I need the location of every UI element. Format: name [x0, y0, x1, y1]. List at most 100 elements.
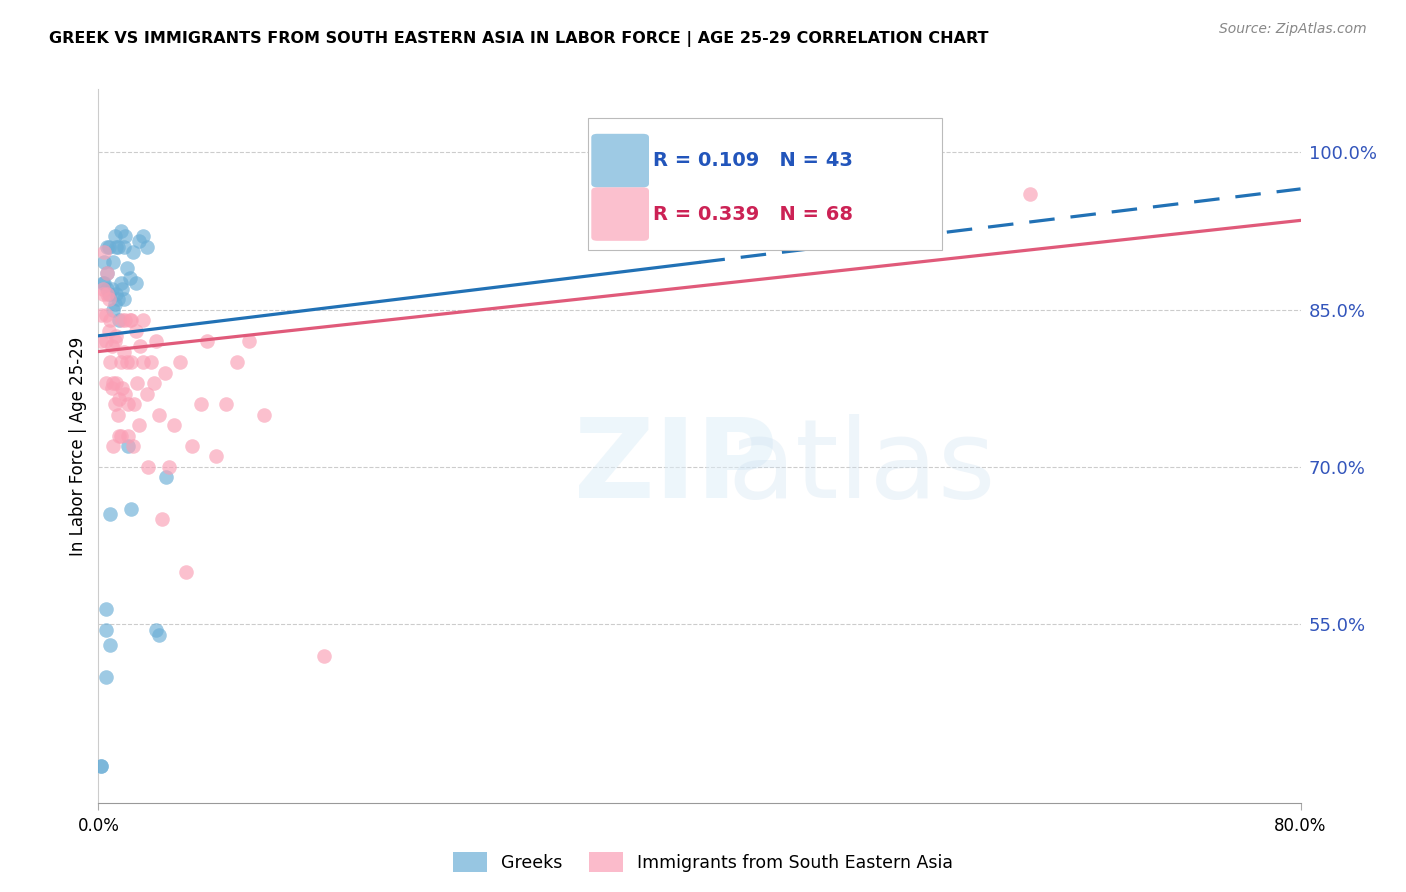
Point	[312, 648, 335, 663]
Point	[121, 313, 143, 327]
Point	[112, 239, 135, 253]
Point	[127, 376, 149, 390]
Point	[110, 355, 132, 369]
Point	[103, 255, 125, 269]
Point	[136, 460, 159, 475]
Point	[155, 470, 177, 484]
Text: ZIP: ZIP	[574, 414, 778, 521]
Point	[114, 386, 136, 401]
Point	[121, 355, 143, 369]
Point	[94, 601, 117, 615]
Point	[103, 376, 125, 390]
Point	[117, 428, 139, 442]
Point	[125, 324, 148, 338]
Point	[128, 235, 150, 249]
Point	[94, 670, 117, 684]
Point	[129, 339, 152, 353]
Text: atlas: atlas	[727, 414, 995, 521]
Point	[114, 313, 136, 327]
Point	[96, 282, 118, 296]
Point	[132, 229, 155, 244]
Point	[105, 286, 128, 301]
Point	[94, 308, 117, 322]
Point	[103, 439, 125, 453]
Point	[93, 255, 115, 269]
Point	[91, 277, 114, 291]
Point	[174, 565, 197, 579]
Point	[100, 355, 122, 369]
Point	[122, 439, 145, 453]
Point	[180, 439, 202, 453]
Point	[139, 355, 162, 369]
Point	[96, 266, 118, 280]
Point	[117, 439, 139, 453]
Point	[112, 292, 135, 306]
Point	[104, 229, 127, 244]
FancyBboxPatch shape	[588, 118, 942, 250]
Point	[110, 428, 132, 442]
Point	[112, 344, 135, 359]
Text: R = 0.109   N = 43: R = 0.109 N = 43	[652, 151, 852, 170]
Point	[115, 355, 138, 369]
Point	[128, 417, 150, 432]
Point	[145, 334, 167, 348]
Point	[162, 417, 184, 432]
Legend: Greeks, Immigrants from South Eastern Asia: Greeks, Immigrants from South Eastern As…	[446, 845, 960, 879]
Point	[104, 397, 127, 411]
Point	[91, 286, 114, 301]
Point	[105, 239, 128, 253]
Point	[111, 381, 134, 395]
Point	[107, 239, 129, 253]
Text: Source: ZipAtlas.com: Source: ZipAtlas.com	[1219, 22, 1367, 37]
Point	[90, 759, 112, 773]
Point	[90, 334, 112, 348]
Point	[97, 239, 120, 253]
Point	[117, 397, 139, 411]
Point	[105, 328, 128, 343]
Point	[104, 334, 127, 348]
Point	[115, 260, 138, 275]
Point	[118, 271, 141, 285]
Point	[195, 334, 218, 348]
Point	[108, 392, 131, 406]
Y-axis label: In Labor Force | Age 25-29: In Labor Force | Age 25-29	[69, 336, 87, 556]
Text: R = 0.339   N = 68: R = 0.339 N = 68	[652, 204, 852, 224]
Point	[148, 628, 170, 642]
Point	[100, 507, 122, 521]
FancyBboxPatch shape	[592, 134, 650, 187]
Point	[148, 408, 170, 422]
Point	[135, 386, 157, 401]
Point	[94, 334, 117, 348]
Point	[124, 397, 146, 411]
Point	[132, 313, 155, 327]
Point	[150, 512, 173, 526]
Point	[104, 297, 127, 311]
Point	[118, 313, 141, 327]
Point	[103, 302, 125, 317]
Point	[110, 277, 132, 291]
Point	[90, 759, 112, 773]
Point	[215, 397, 238, 411]
Point	[97, 292, 120, 306]
Point	[122, 244, 145, 259]
Point	[143, 376, 166, 390]
Point	[97, 324, 120, 338]
Point	[110, 224, 132, 238]
Point	[114, 229, 136, 244]
Point	[100, 639, 122, 653]
Point	[90, 308, 112, 322]
Point	[100, 313, 122, 327]
Point	[96, 239, 118, 253]
Point	[108, 428, 131, 442]
Point	[93, 277, 115, 291]
Point	[101, 339, 124, 353]
Point	[108, 313, 131, 327]
Point	[125, 277, 148, 291]
Point	[91, 282, 114, 296]
Point	[204, 450, 226, 464]
Point	[132, 355, 155, 369]
Point	[93, 244, 115, 259]
Point	[107, 408, 129, 422]
Point	[121, 502, 143, 516]
Point	[94, 376, 117, 390]
